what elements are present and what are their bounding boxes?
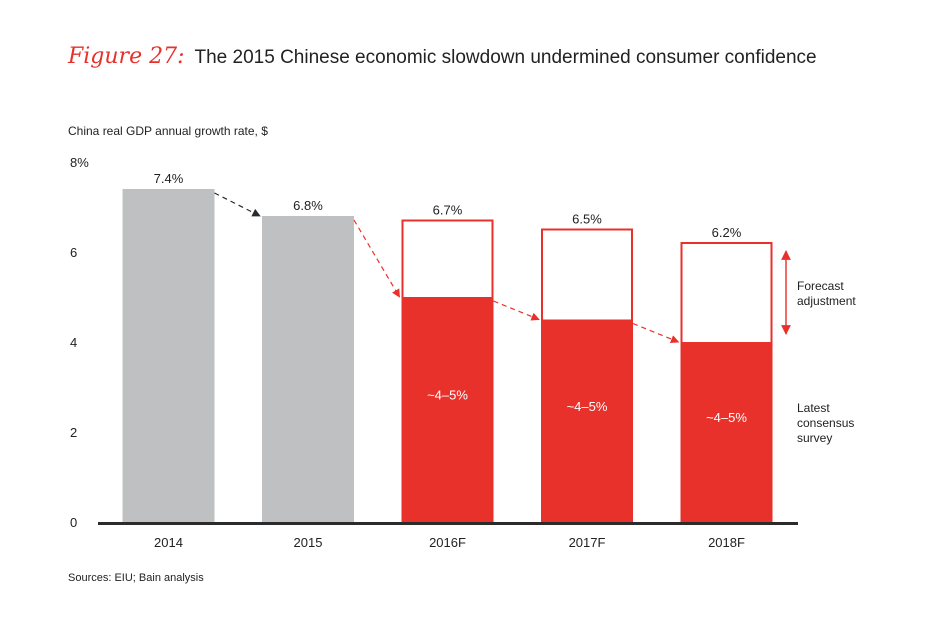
y-tick-label-6: 6 [70,245,77,260]
figure-title-row: Figure 27: The 2015 Chinese economic slo… [68,44,817,69]
trend-arrow-1 [214,192,261,217]
bar-actual-2015 [262,216,354,522]
data-label-forecast-2016F: 6.7% [433,203,463,218]
bar-consensus-2018F [680,342,773,522]
data-label-consensus-2016F: ~4–5% [427,388,468,403]
data-label-forecast-2018F: 6.2% [712,225,742,240]
chart-subtitle: China real GDP annual growth rate, $ [68,124,268,138]
y-tick-label-0: 0 [70,515,77,530]
trend-arrow-4 [632,322,680,344]
trend-arrow-2 [353,219,401,298]
bar-consensus-2017F [541,319,633,522]
bar-actual-2014 [122,189,215,522]
annotation-latest-consensus: Latest consensus survey [797,401,854,445]
data-label-actual-2014: 7.4% [154,171,184,186]
data-label-actual-2015: 6.8% [293,198,323,213]
y-tick-label-8: 8% [70,155,89,170]
data-label-forecast-2017F: 6.5% [572,212,602,227]
y-tick-label-2: 2 [70,425,77,440]
x-tick-label-2015: 2015 [294,535,323,550]
trend-arrow-3 [493,300,540,321]
y-tick-label-4: 4 [70,335,77,350]
data-label-consensus-2018F: ~4–5% [706,410,747,425]
x-tick-label-2017F: 2017F [569,535,606,550]
bar-consensus-2016F [401,297,494,522]
figure-title: The 2015 Chinese economic slowdown under… [194,47,817,68]
x-tick-label-2016F: 2016F [429,535,466,550]
x-tick-label-2018F: 2018F [708,535,745,550]
figure-label: Figure 27: [68,44,185,69]
source-note: Sources: EIU; Bain analysis [68,572,204,584]
x-tick-label-2014: 2014 [154,535,183,550]
annotation-forecast-adjustment: Forecast adjustment [797,279,856,308]
data-label-consensus-2017F: ~4–5% [567,399,608,414]
